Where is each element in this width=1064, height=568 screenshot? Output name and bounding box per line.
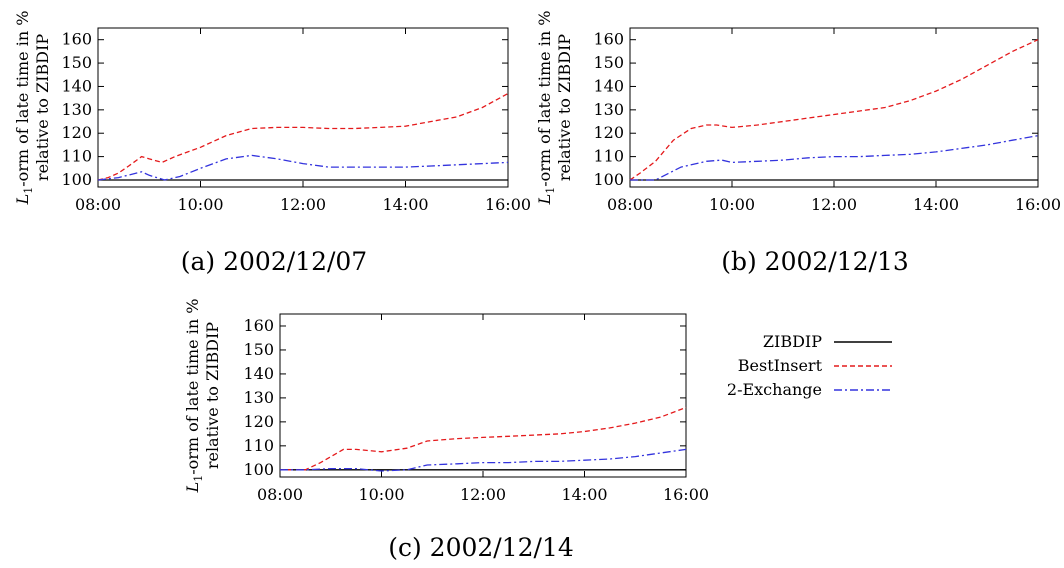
x-tick-label: 14:00 xyxy=(382,195,428,214)
plot-frame xyxy=(279,313,687,478)
chart-panel-1: 100 110 120 130 140 150 160 08:00 10:00 12:00 14:0… xyxy=(13,11,531,276)
x-tick-label: 14:00 xyxy=(913,195,959,214)
y-tick-label: 150 xyxy=(593,53,624,72)
x-tick-label: 16:00 xyxy=(663,485,709,504)
x-tick-label: 10:00 xyxy=(709,195,755,214)
panel-caption: (b) 2002/12/13 xyxy=(721,247,909,276)
y-tick-label: 120 xyxy=(61,123,92,142)
series-line-2-exchange xyxy=(97,154,509,181)
y-tick-label: 120 xyxy=(243,412,274,431)
chart-panel-3: 100 110 120 130 140 150 160 08:00 10:00 12:00 14:0… xyxy=(183,299,709,562)
series-line-2-exchange xyxy=(630,134,1039,181)
x-tick-label: 08:00 xyxy=(257,485,303,504)
x-tick-label: 08:00 xyxy=(607,195,653,214)
y-tick-label: 110 xyxy=(61,147,92,166)
y-tick-label: 160 xyxy=(61,30,92,49)
y-tick-label: 130 xyxy=(61,100,92,119)
legend-label: 2-Exchange xyxy=(727,380,822,399)
legend-label: BestInsert xyxy=(738,356,823,375)
y-tick-label: 160 xyxy=(243,316,274,335)
y-axis-label-line1: L1-orm of late time in % xyxy=(535,11,557,206)
y-tick-label: 140 xyxy=(243,364,274,383)
y-axis-label-line2: relative to ZIBDIP xyxy=(33,34,52,181)
y-tick-label: 100 xyxy=(243,460,274,479)
y-tick-label: 100 xyxy=(61,170,92,189)
plot-frame xyxy=(629,27,1039,188)
y-tick-label: 150 xyxy=(243,340,274,359)
y-tick-label: 120 xyxy=(593,123,624,142)
y-tick-label: 140 xyxy=(61,76,92,95)
y-tick-label: 140 xyxy=(593,76,624,95)
y-axis-label-line1: L1-orm of late time in % xyxy=(13,11,35,206)
legend-item-zibdip: ZIBDIP xyxy=(763,332,892,351)
x-tick-label: 16:00 xyxy=(1015,195,1061,214)
y-axis-label-line2: relative to ZIBDIP xyxy=(555,34,574,181)
y-axis-label-line2: relative to ZIBDIP xyxy=(203,322,222,469)
chart-panel-2: 100 110 120 130 140 150 160 08:00 10:00 12:00 14:0… xyxy=(535,11,1061,276)
y-axis-label-line1: L1-orm of late time in % xyxy=(183,299,205,494)
x-tick-label: 10:00 xyxy=(358,485,404,504)
y-tick-label: 160 xyxy=(593,30,624,49)
y-tick-label: 110 xyxy=(243,436,274,455)
x-tick-label: 16:00 xyxy=(485,195,531,214)
y-tick-label: 110 xyxy=(593,147,624,166)
x-tick-label: 12:00 xyxy=(280,195,326,214)
legend-item-2-exchange: 2-Exchange xyxy=(727,380,892,399)
x-tick-label: 14:00 xyxy=(561,485,607,504)
legend-label: ZIBDIP xyxy=(763,332,822,351)
y-tick-label: 100 xyxy=(593,170,624,189)
y-tick-label: 130 xyxy=(243,388,274,407)
y-tick-label: 130 xyxy=(593,100,624,119)
x-tick-label: 12:00 xyxy=(460,485,506,504)
panel-caption: (c) 2002/12/14 xyxy=(388,533,574,562)
x-tick-label: 08:00 xyxy=(75,195,121,214)
panel-caption: (a) 2002/12/07 xyxy=(181,247,367,276)
legend-item-bestinsert: BestInsert xyxy=(738,356,892,375)
x-tick-label: 10:00 xyxy=(177,195,223,214)
series-line-bestinsert xyxy=(629,39,1039,181)
series-line-bestinsert xyxy=(280,406,687,471)
legend: ZIBDIP BestInsert 2-Exchange xyxy=(727,332,892,399)
y-tick-label: 150 xyxy=(61,53,92,72)
series-line-2-exchange xyxy=(280,448,687,472)
x-tick-label: 12:00 xyxy=(811,195,857,214)
series-line-bestinsert xyxy=(97,92,509,181)
